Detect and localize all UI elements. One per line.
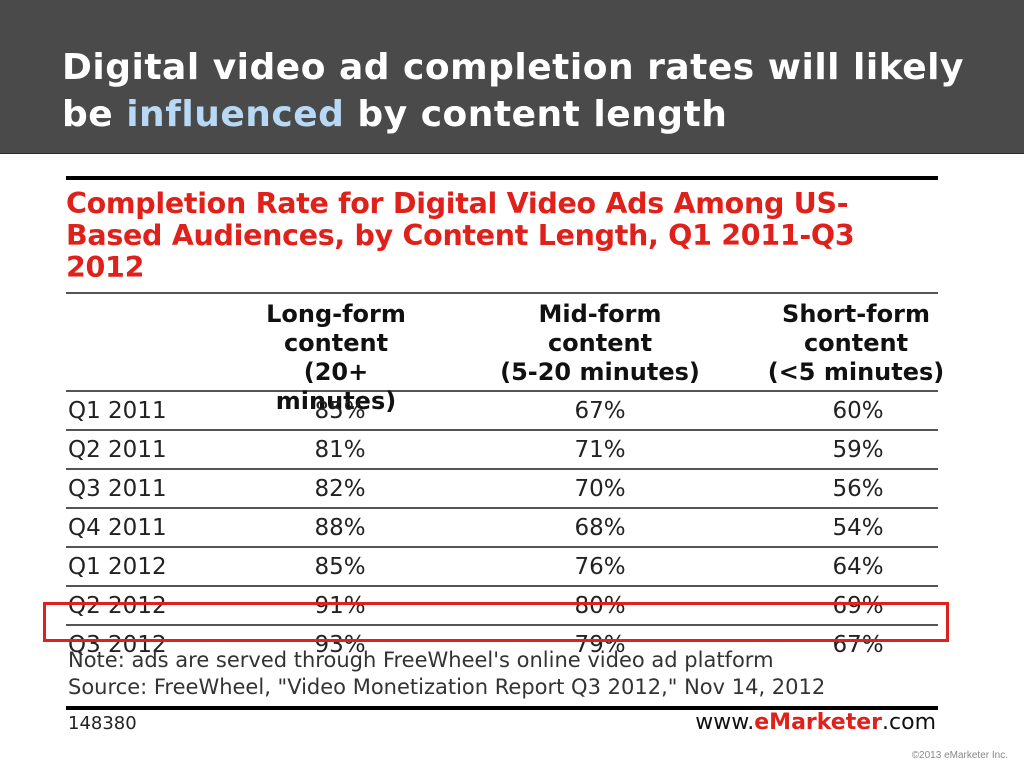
cell-long-form: 88% (314, 515, 366, 541)
row-label: Q3 2011 (68, 476, 167, 502)
row-label: Q4 2011 (68, 515, 167, 541)
cell-mid-form: 68% (574, 515, 626, 541)
data-table: Completion Rate for Digital Video Ads Am… (66, 176, 944, 663)
row-label: Q1 2012 (68, 554, 167, 580)
column-header-mid-form: Mid-form content (5-20 minutes) (490, 300, 710, 387)
table-body: Q1 2011 85% 67% 60% Q2 2011 81% 71% 59% … (66, 390, 938, 663)
column-header-line: Long-form (266, 300, 406, 328)
column-header-line: (<5 minutes) (767, 358, 945, 386)
cell-short-form: 67% (832, 632, 884, 658)
column-header-line: Mid-form (538, 300, 662, 328)
copyright-notice: ©2013 eMarketer Inc. (911, 750, 1008, 761)
brand-name: eMarketer (754, 710, 883, 735)
column-header-line: content (547, 329, 653, 357)
row-highlight-box (43, 602, 949, 642)
row-label: Q1 2011 (68, 398, 167, 424)
cell-short-form: 69% (832, 593, 884, 619)
cell-long-form: 91% (314, 593, 366, 619)
cell-mid-form: 80% (574, 593, 626, 619)
column-header-line: (5-20 minutes) (500, 358, 700, 386)
brand-suffix: .com (882, 710, 936, 735)
row-label: Q2 2011 (68, 437, 167, 463)
table-title-rule (66, 292, 938, 294)
table-row-highlighted: Q3 2012 93% 79% 67% (66, 626, 938, 663)
cell-mid-form: 70% (574, 476, 626, 502)
column-header-short-form: Short-form content (<5 minutes) (758, 300, 954, 387)
table-title: Completion Rate for Digital Video Ads Am… (66, 187, 855, 284)
table-row: Q2 2012 91% 80% 69% (66, 587, 938, 626)
cell-long-form: 93% (314, 632, 366, 658)
slide-header: Digital video ad completion rates will l… (0, 0, 1024, 154)
cell-mid-form: 76% (574, 554, 626, 580)
table-row: Q3 2011 82% 70% 56% (66, 470, 938, 509)
table-row: Q1 2012 85% 76% 64% (66, 548, 938, 587)
table-notes: Note: ads are served through FreeWheel's… (68, 647, 938, 701)
table-top-rule (66, 176, 938, 180)
table-row: Q2 2011 81% 71% 59% (66, 431, 938, 470)
row-label: Q2 2012 (68, 593, 167, 619)
table-row: Q4 2011 88% 68% 54% (66, 509, 938, 548)
table-bottom-rule (66, 706, 938, 710)
column-header-long-form: Long-form content (20+ minutes) (246, 300, 426, 416)
row-label: Q3 2012 (68, 632, 167, 658)
column-header-line: Short-form (782, 300, 930, 328)
slide-title-highlight: influenced (126, 94, 345, 135)
cell-mid-form: 71% (574, 437, 626, 463)
cell-long-form: 82% (314, 476, 366, 502)
chart-id: 148380 (68, 713, 137, 734)
table-row: Q1 2011 85% 67% 60% (66, 392, 938, 431)
cell-long-form: 81% (314, 437, 366, 463)
cell-short-form: 64% (832, 554, 884, 580)
cell-short-form: 59% (832, 437, 884, 463)
cell-short-form: 56% (832, 476, 884, 502)
slide-title-part2: by content length (344, 94, 728, 135)
brand-prefix: www. (695, 710, 755, 735)
cell-short-form: 54% (832, 515, 884, 541)
table-note: Note: ads are served through FreeWheel's… (68, 648, 774, 672)
column-header-line: content (803, 329, 909, 357)
table-source: Source: FreeWheel, "Video Monetization R… (68, 675, 826, 699)
column-header-line: (20+ minutes) (275, 358, 397, 415)
cell-long-form: 85% (314, 398, 366, 424)
cell-short-form: 60% (832, 398, 884, 424)
cell-mid-form: 67% (574, 398, 626, 424)
cell-long-form: 85% (314, 554, 366, 580)
column-headers: Long-form content (20+ minutes) Mid-form… (66, 294, 944, 415)
column-header-line: content (283, 329, 389, 357)
slide-title: Digital video ad completion rates will l… (62, 44, 1024, 138)
cell-mid-form: 79% (574, 632, 626, 658)
brand-url: www.eMarketer.com (695, 710, 936, 735)
slide-title-part1: Digital video ad completion rates will l… (62, 47, 964, 135)
